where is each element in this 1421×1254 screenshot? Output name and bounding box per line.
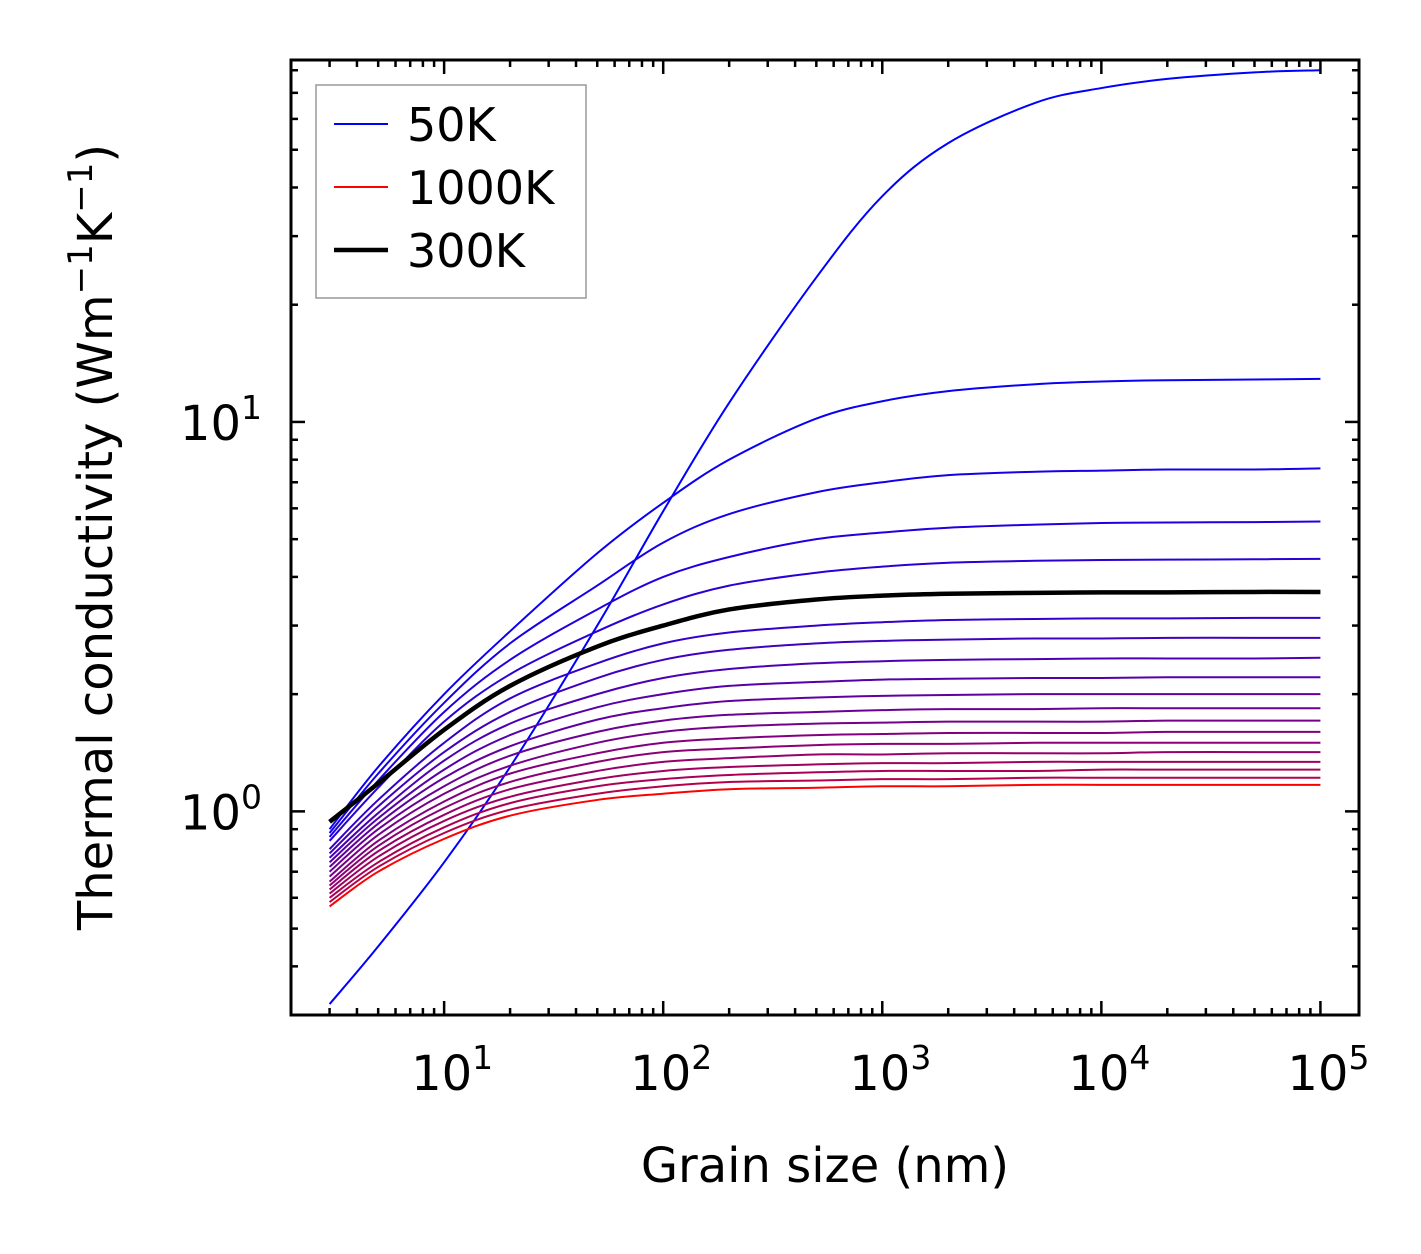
series-line-950k [328, 776, 1321, 903]
y-axis-label-end: ) [68, 144, 124, 163]
x-tick-label: 101 [411, 1038, 493, 1102]
y-tick-label: 101 [180, 388, 262, 452]
y-axis-label-main: Thermal conductivity (Wm [68, 294, 124, 931]
y-tick-label: 100 [180, 777, 262, 841]
y-axis-label-sup1: −1 [61, 244, 101, 294]
legend: 50K 1000K 300K [315, 84, 587, 299]
y-axis-label-sup2: −1 [61, 163, 101, 213]
series-line-900k [328, 768, 1321, 899]
x-axis-label: Grain size (nm) [641, 1138, 1009, 1194]
series-line-200k [328, 520, 1321, 838]
y-tick-labels: 100 101 [180, 388, 262, 841]
series-line-100k [328, 377, 1321, 830]
series-line-550k [328, 693, 1321, 868]
x-tick-label: 102 [630, 1038, 712, 1102]
series-line-400k [328, 636, 1321, 855]
legend-label-300k: 300K [407, 224, 527, 278]
x-tick-label: 104 [1068, 1038, 1150, 1102]
series-line-350k [328, 616, 1321, 850]
x-tick-labels: 101 102 103 104 105 [411, 1038, 1369, 1102]
series-line-800k [328, 750, 1321, 891]
series-line-150k [328, 467, 1321, 834]
series-layer [328, 69, 1321, 1005]
x-tick-label: 105 [1287, 1038, 1369, 1102]
plot-frame [289, 58, 1361, 1017]
x-tick-label: 103 [849, 1038, 931, 1102]
series-line-300k [328, 589, 1321, 824]
series-line-1000k [328, 783, 1321, 908]
series-line-650k [328, 719, 1321, 878]
legend-box [315, 84, 587, 299]
legend-label-50k: 50K [407, 98, 498, 152]
legend-label-1000k: 1000K [407, 161, 556, 215]
series-line-500k [328, 676, 1321, 864]
y-axis-label-mid: K [68, 211, 124, 244]
y-axis-label: Thermal conductivity (Wm−1K−1) [61, 144, 124, 931]
series-line-700k [328, 730, 1321, 883]
series-line-600k [328, 707, 1321, 873]
series-line-250k [328, 557, 1321, 842]
series-line-850k [328, 760, 1321, 895]
series-line-50k [328, 69, 1321, 1005]
series-line-750k [328, 741, 1321, 887]
series-line-450k [328, 656, 1321, 859]
